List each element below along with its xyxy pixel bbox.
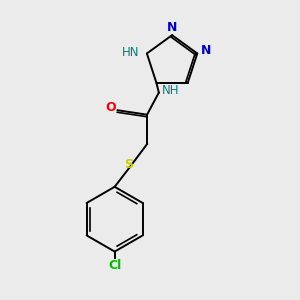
Text: NH: NH <box>162 84 179 97</box>
Text: N: N <box>167 21 177 34</box>
Text: S: S <box>124 158 133 171</box>
Text: N: N <box>201 44 211 57</box>
Text: O: O <box>106 101 116 114</box>
Text: HN: HN <box>122 46 140 59</box>
Text: Cl: Cl <box>108 259 121 272</box>
